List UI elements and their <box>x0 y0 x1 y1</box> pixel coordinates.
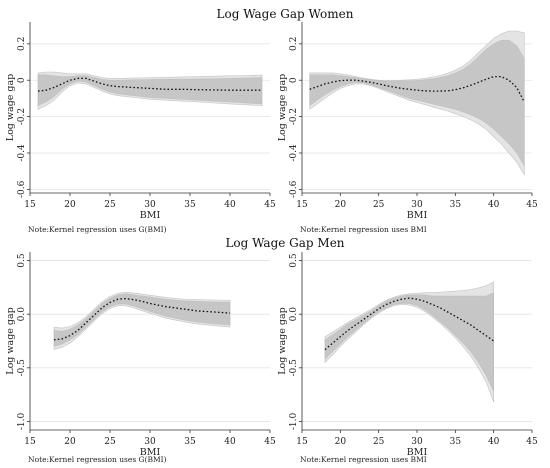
x-tick-label: 15 <box>296 437 308 447</box>
axes <box>29 252 270 431</box>
y-tick-label: -0.4 <box>17 144 27 162</box>
chart-note: Note:Kernel regression uses G(BMI) <box>28 455 167 464</box>
estimate-line <box>37 77 262 92</box>
y-axis-label: Log wage gap <box>277 307 288 374</box>
x-tick-label: 25 <box>104 437 116 447</box>
y-tick-label: -0.6 <box>17 180 27 198</box>
y-tick-label: -1.0 <box>17 412 27 430</box>
chart-women-right: -0.6 -0.4 -0.2 0 0.2 15 20 25 30 35 40 45 BMI Log wag… <box>277 22 538 234</box>
x-tick-label: 45 <box>264 200 276 210</box>
y-tick-label: 0.2 <box>17 37 27 51</box>
y-axis-label: Log wage gap <box>5 307 16 374</box>
y-axis-label: Log wage gap <box>277 74 288 141</box>
axes <box>29 22 270 194</box>
y-tick-label: -0.5 <box>289 359 299 377</box>
axes <box>301 22 532 194</box>
inner-confidence-band <box>37 74 263 107</box>
x-tick-label: 30 <box>144 200 156 210</box>
chart-men-left: -1.0 -0.5 0.0 0.5 15 20 25 30 35 40 45 BMI Log wage … <box>5 252 276 464</box>
x-axis-label: BMI <box>140 210 161 221</box>
y-tick-label: 0 <box>289 77 299 83</box>
x-axis-label: BMI <box>407 447 428 458</box>
x-tick-label: 20 <box>64 200 76 210</box>
y-tick-label: -0.4 <box>289 144 299 162</box>
x-tick-label: 15 <box>24 200 36 210</box>
x-tick-label: 40 <box>224 437 236 447</box>
chart-women-left: -0.6 -0.4 -0.2 0 0.2 15 20 25 30 35 40 45 BMI Log wag… <box>5 22 276 234</box>
x-axis-label: BMI <box>407 210 428 221</box>
x-tick-label: 20 <box>335 200 347 210</box>
women-section-title: Log Wage Gap Women <box>217 7 354 21</box>
y-tick-label: -0.2 <box>17 108 27 125</box>
x-tick-label: 40 <box>488 437 500 447</box>
y-tick-label: 0.5 <box>17 253 27 268</box>
x-tick-label: 35 <box>184 200 196 210</box>
y-tick-label: -0.5 <box>17 359 27 377</box>
chart-note: Note:Kernel regression uses G(BMI) <box>28 225 167 234</box>
x-tick-label: 40 <box>488 200 500 210</box>
y-tick-label: -0.2 <box>289 108 299 125</box>
x-tick-label: 20 <box>64 437 76 447</box>
x-tick-label: 30 <box>411 200 423 210</box>
chart-note: Note:Kernel regression uses BMI <box>300 455 427 464</box>
y-axis-label: Log wage gap <box>5 74 16 141</box>
chart-note: Note:Kernel regression uses BMI <box>300 225 427 234</box>
x-tick-label: 25 <box>373 200 385 210</box>
x-tick-label: 45 <box>264 437 276 447</box>
x-tick-label: 45 <box>526 437 538 447</box>
x-tick-label: 15 <box>24 437 36 447</box>
axes <box>301 252 532 431</box>
x-axis-label: BMI <box>140 447 161 458</box>
estimate-line <box>53 297 231 341</box>
inner-confidence-band <box>53 293 231 347</box>
y-tick-label: 0.2 <box>289 37 299 51</box>
x-tick-label: 30 <box>144 437 156 447</box>
y-tick-label: -0.6 <box>289 180 299 198</box>
x-tick-label: 35 <box>450 200 462 210</box>
y-tick-label: 0 <box>17 77 27 83</box>
x-tick-label: 25 <box>104 200 116 210</box>
y-tick-label: 0.5 <box>289 253 299 268</box>
x-tick-label: 25 <box>373 437 385 447</box>
inner-confidence-band <box>309 40 525 167</box>
x-tick-label: 40 <box>224 200 236 210</box>
x-tick-label: 45 <box>526 200 538 210</box>
estimate-line <box>324 297 495 351</box>
y-tick-label: 0.0 <box>289 307 299 322</box>
x-tick-label: 20 <box>335 437 347 447</box>
x-tick-label: 15 <box>296 200 308 210</box>
inner-confidence-band <box>324 292 494 392</box>
x-tick-label: 35 <box>450 437 462 447</box>
chart-men-right: -1.0 -0.5 0.0 0.5 15 20 25 30 35 40 45 BMI Log wage … <box>277 252 538 464</box>
x-tick-label: 35 <box>184 437 196 447</box>
y-tick-label: 0.0 <box>17 307 27 322</box>
estimate-line <box>309 75 525 103</box>
men-section-title: Log Wage Gap Men <box>225 236 344 250</box>
y-tick-label: -1.0 <box>289 412 299 430</box>
x-tick-label: 30 <box>411 437 423 447</box>
